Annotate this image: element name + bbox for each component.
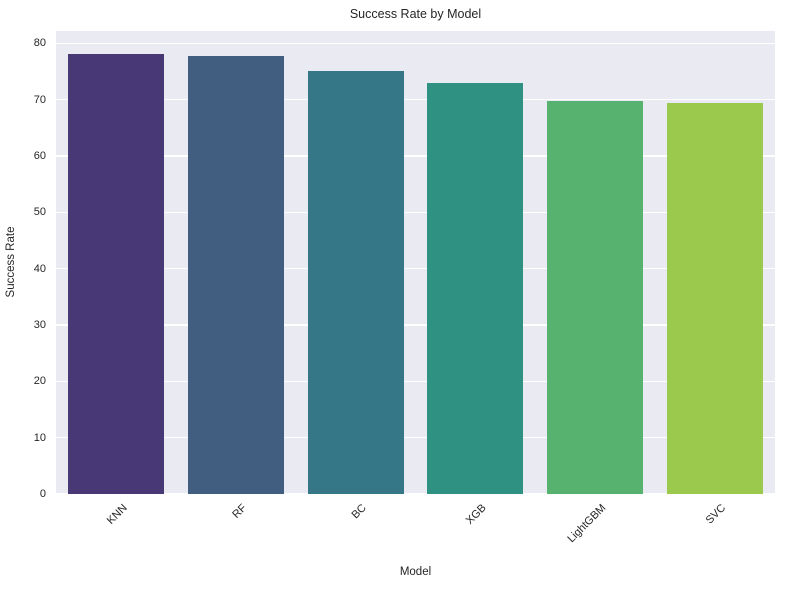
x-tick-label-XGB: XGB [463, 502, 489, 527]
gridline-y-60 [56, 155, 775, 157]
gridline-y-0 [56, 493, 775, 495]
x-tick-label-BC: BC [349, 502, 370, 522]
gridline-y-80 [56, 42, 775, 45]
bar-SVC [667, 103, 763, 494]
gridline-y-20 [56, 380, 775, 383]
y-tick-label-20: 20 [33, 375, 46, 388]
y-tick-label-0: 0 [39, 488, 46, 500]
bar-KNN [67, 53, 164, 494]
chart-title: Success Rate by Model [349, 7, 482, 21]
gridline-y-30 [56, 324, 775, 326]
gridline-y-10 [56, 436, 775, 439]
x-tick-label-RF: RF [230, 502, 250, 521]
gridline-y-40 [56, 267, 775, 270]
y-tick-label-70: 70 [33, 93, 46, 106]
bar-BC [307, 71, 404, 494]
gridline-y-70 [56, 98, 775, 101]
y-tick-label-80: 80 [33, 37, 46, 50]
bar-RF [187, 56, 284, 494]
bar-LightGBM [547, 100, 644, 494]
y-tick-label-10: 10 [33, 431, 46, 444]
y-tick-label-60: 60 [33, 150, 46, 163]
gridline-y-50 [56, 211, 775, 214]
x-tick-label-LightGBM: LightGBM [565, 502, 609, 546]
bar-XGB [427, 83, 524, 494]
y-tick-label-40: 40 [33, 262, 46, 275]
x-tick-label-KNN: KNN [104, 502, 130, 527]
y-tick-label-30: 30 [33, 319, 46, 332]
y-tick-label-50: 50 [33, 206, 46, 219]
x-tick-label-SVC: SVC [704, 502, 729, 527]
plot-area [56, 31, 775, 495]
y-axis-label: Success Rate [5, 226, 17, 298]
x-axis-label: Model [399, 566, 432, 578]
